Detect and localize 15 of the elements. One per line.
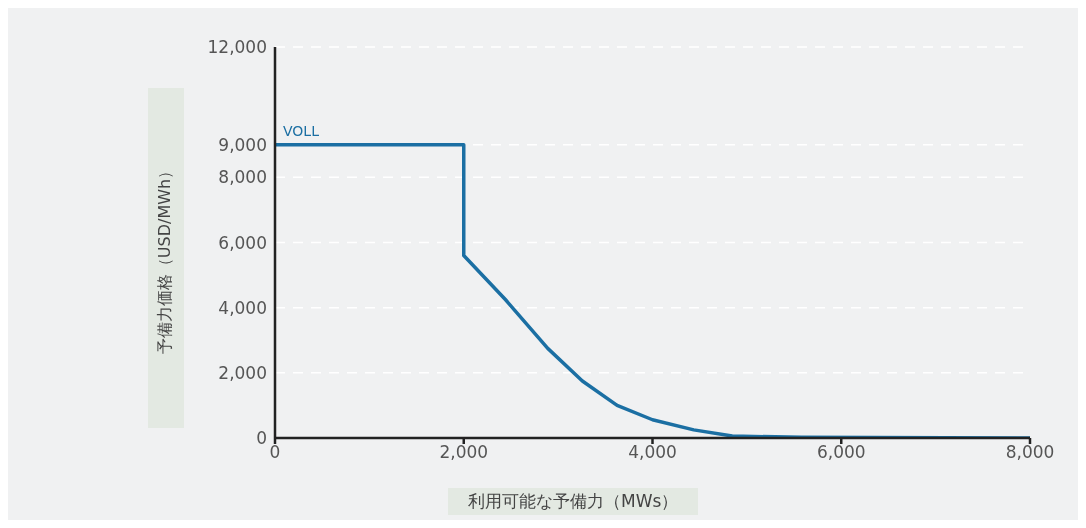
y-tick-label: 6,000 — [218, 232, 267, 253]
x-tick-label: 2,000 — [439, 442, 489, 463]
y-tick-label: 9,000 — [218, 134, 267, 155]
y-tick-label: 0 — [256, 428, 267, 449]
annotation: VOLL — [283, 122, 320, 139]
y-axis-title: 予備力価格（USD/MWh） — [155, 162, 176, 354]
x-tick-label: 0 — [269, 442, 281, 463]
x-tick-label: 4,000 — [628, 442, 677, 463]
y-tick-label: 2,000 — [218, 362, 267, 383]
x-tick-label: 8,000 — [1005, 442, 1055, 463]
x-axis-title: 利用可能な予備力（MWs） — [448, 488, 699, 515]
y-tick-label: 8,000 — [218, 167, 267, 188]
x-tick-label: 6,000 — [816, 442, 866, 463]
y-tick-label: 12,000 — [207, 37, 267, 58]
y-tick-label: 4,000 — [218, 297, 267, 318]
